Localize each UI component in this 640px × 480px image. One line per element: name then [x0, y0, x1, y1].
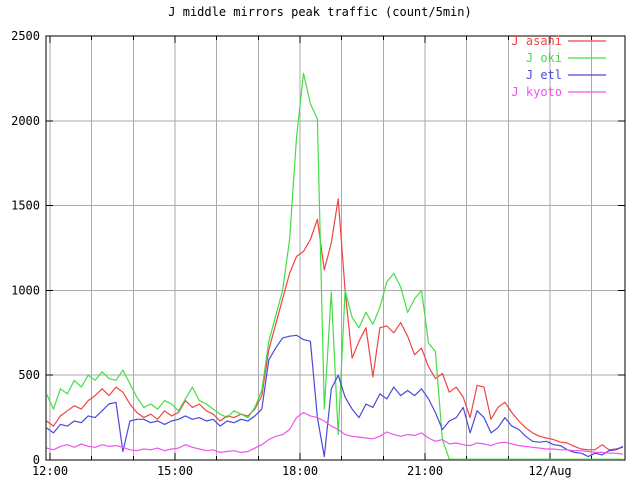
- svg-text:21:00: 21:00: [407, 464, 443, 478]
- svg-text:0: 0: [33, 453, 40, 467]
- legend-label: J etl: [526, 68, 562, 82]
- svg-text:2000: 2000: [11, 114, 40, 128]
- tick-marks: [46, 35, 625, 461]
- legend-item-j-etl: J etl: [526, 68, 606, 82]
- legend: J asahi J oki J etl J kyoto: [511, 34, 606, 99]
- x-tick-labels: 12:00 15:00 18:00 21:00 12/Aug: [32, 464, 572, 478]
- gridlines: [46, 36, 625, 460]
- series-line-j-oki: [45, 72, 623, 460]
- legend-item-j-kyoto: J kyoto: [511, 85, 606, 99]
- legend-item-j-asahi: J asahi: [511, 34, 606, 48]
- svg-text:2500: 2500: [11, 29, 40, 43]
- svg-text:1000: 1000: [11, 283, 40, 297]
- svg-text:15:00: 15:00: [157, 464, 193, 478]
- series-line-j-kyoto: [46, 411, 623, 455]
- svg-text:500: 500: [18, 368, 40, 382]
- series-line-j-asahi: [46, 198, 624, 451]
- plot-border: [45, 35, 626, 461]
- series-line-j-etl: [46, 334, 624, 458]
- svg-text:12:00: 12:00: [32, 464, 68, 478]
- y-tick-labels: 0 500 1000 1500 2000 2500: [11, 29, 40, 467]
- svg-text:12/Aug: 12/Aug: [528, 464, 571, 478]
- legend-label: J oki: [526, 51, 562, 65]
- legend-label: J kyoto: [511, 85, 562, 99]
- chart-title: J middle mirrors peak traffic (count/5mi…: [168, 5, 472, 19]
- legend-label: J asahi: [511, 34, 562, 48]
- svg-text:1500: 1500: [11, 199, 40, 213]
- legend-item-j-oki: J oki: [526, 51, 606, 65]
- svg-text:18:00: 18:00: [282, 464, 318, 478]
